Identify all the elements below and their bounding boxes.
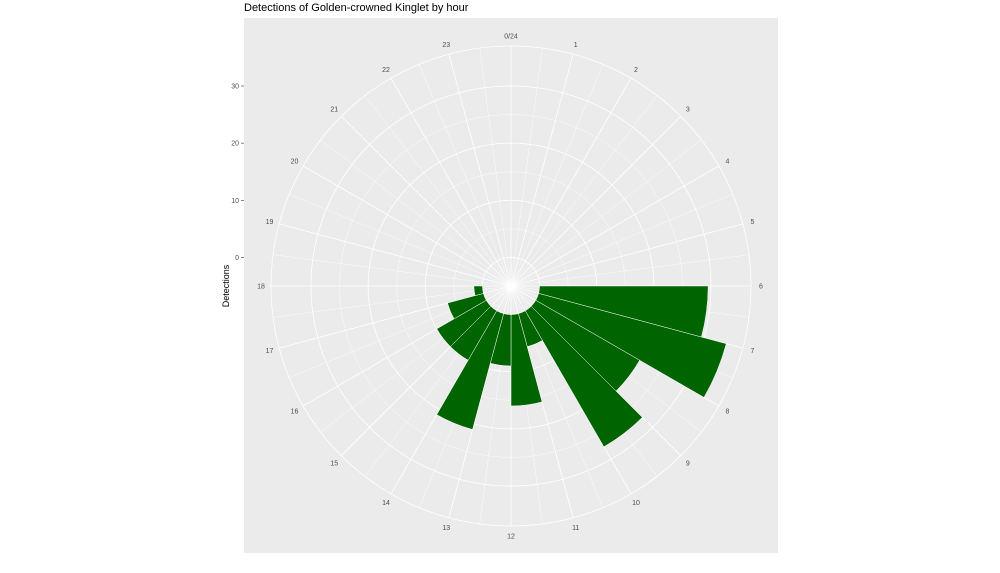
outer-ring-gridline	[270, 45, 752, 527]
y-axis-label: Detections	[221, 264, 231, 307]
hour-tick-label: 20	[291, 159, 299, 166]
hour-tick-label: 17	[266, 348, 274, 355]
hour-tick-label: 15	[330, 460, 338, 467]
hour-tick-label: 16	[291, 409, 299, 416]
y-tick-label: 10	[231, 198, 239, 205]
hour-tick-label: 7	[751, 348, 755, 355]
bar-hour-13	[436, 310, 504, 430]
chart-title: Detections of Golden-crowned Kinglet by …	[244, 2, 469, 14]
hour-tick-label: 8	[726, 409, 730, 416]
bar-hour-11	[510, 313, 543, 407]
hour-tick-label: 21	[330, 107, 338, 114]
hour-tick-label: 13	[442, 525, 450, 532]
hour-tick-label: 12	[507, 534, 515, 541]
hour-tick-label: 6	[759, 284, 763, 291]
y-tick-label: 30	[231, 84, 239, 91]
hour-tick-label: 3	[686, 107, 690, 114]
bar-hour-7	[535, 293, 727, 398]
y-tick-label: 0	[235, 255, 239, 262]
bar-hour-15	[436, 299, 492, 347]
bar-hour-16	[447, 293, 487, 320]
hour-tick-label: 2	[634, 67, 638, 74]
y-tick-label: 20	[231, 141, 239, 148]
major-ring-gridline	[310, 85, 712, 487]
hour-tick-label: 10	[632, 500, 640, 507]
hour-tick-label: 9	[686, 460, 690, 467]
hour-tick-label: 23	[442, 42, 450, 49]
hour-tick-label: 0/24	[504, 34, 518, 41]
bar-hour-17	[473, 285, 484, 296]
hour-tick-label: 14	[382, 500, 390, 507]
hour-tick-label: 22	[382, 67, 390, 74]
bar-layer	[436, 285, 727, 448]
label-layer: 0/24123456789101112131415161718192021222…	[231, 34, 763, 541]
hour-tick-label: 4	[726, 159, 730, 166]
hour-tick-label: 18	[257, 284, 265, 291]
hour-tick-label: 1	[574, 42, 578, 49]
hour-tick-label: 5	[751, 219, 755, 226]
hour-tick-label: 19	[266, 219, 274, 226]
hour-tick-label: 11	[572, 525, 579, 532]
bar-hour-9	[524, 305, 643, 448]
